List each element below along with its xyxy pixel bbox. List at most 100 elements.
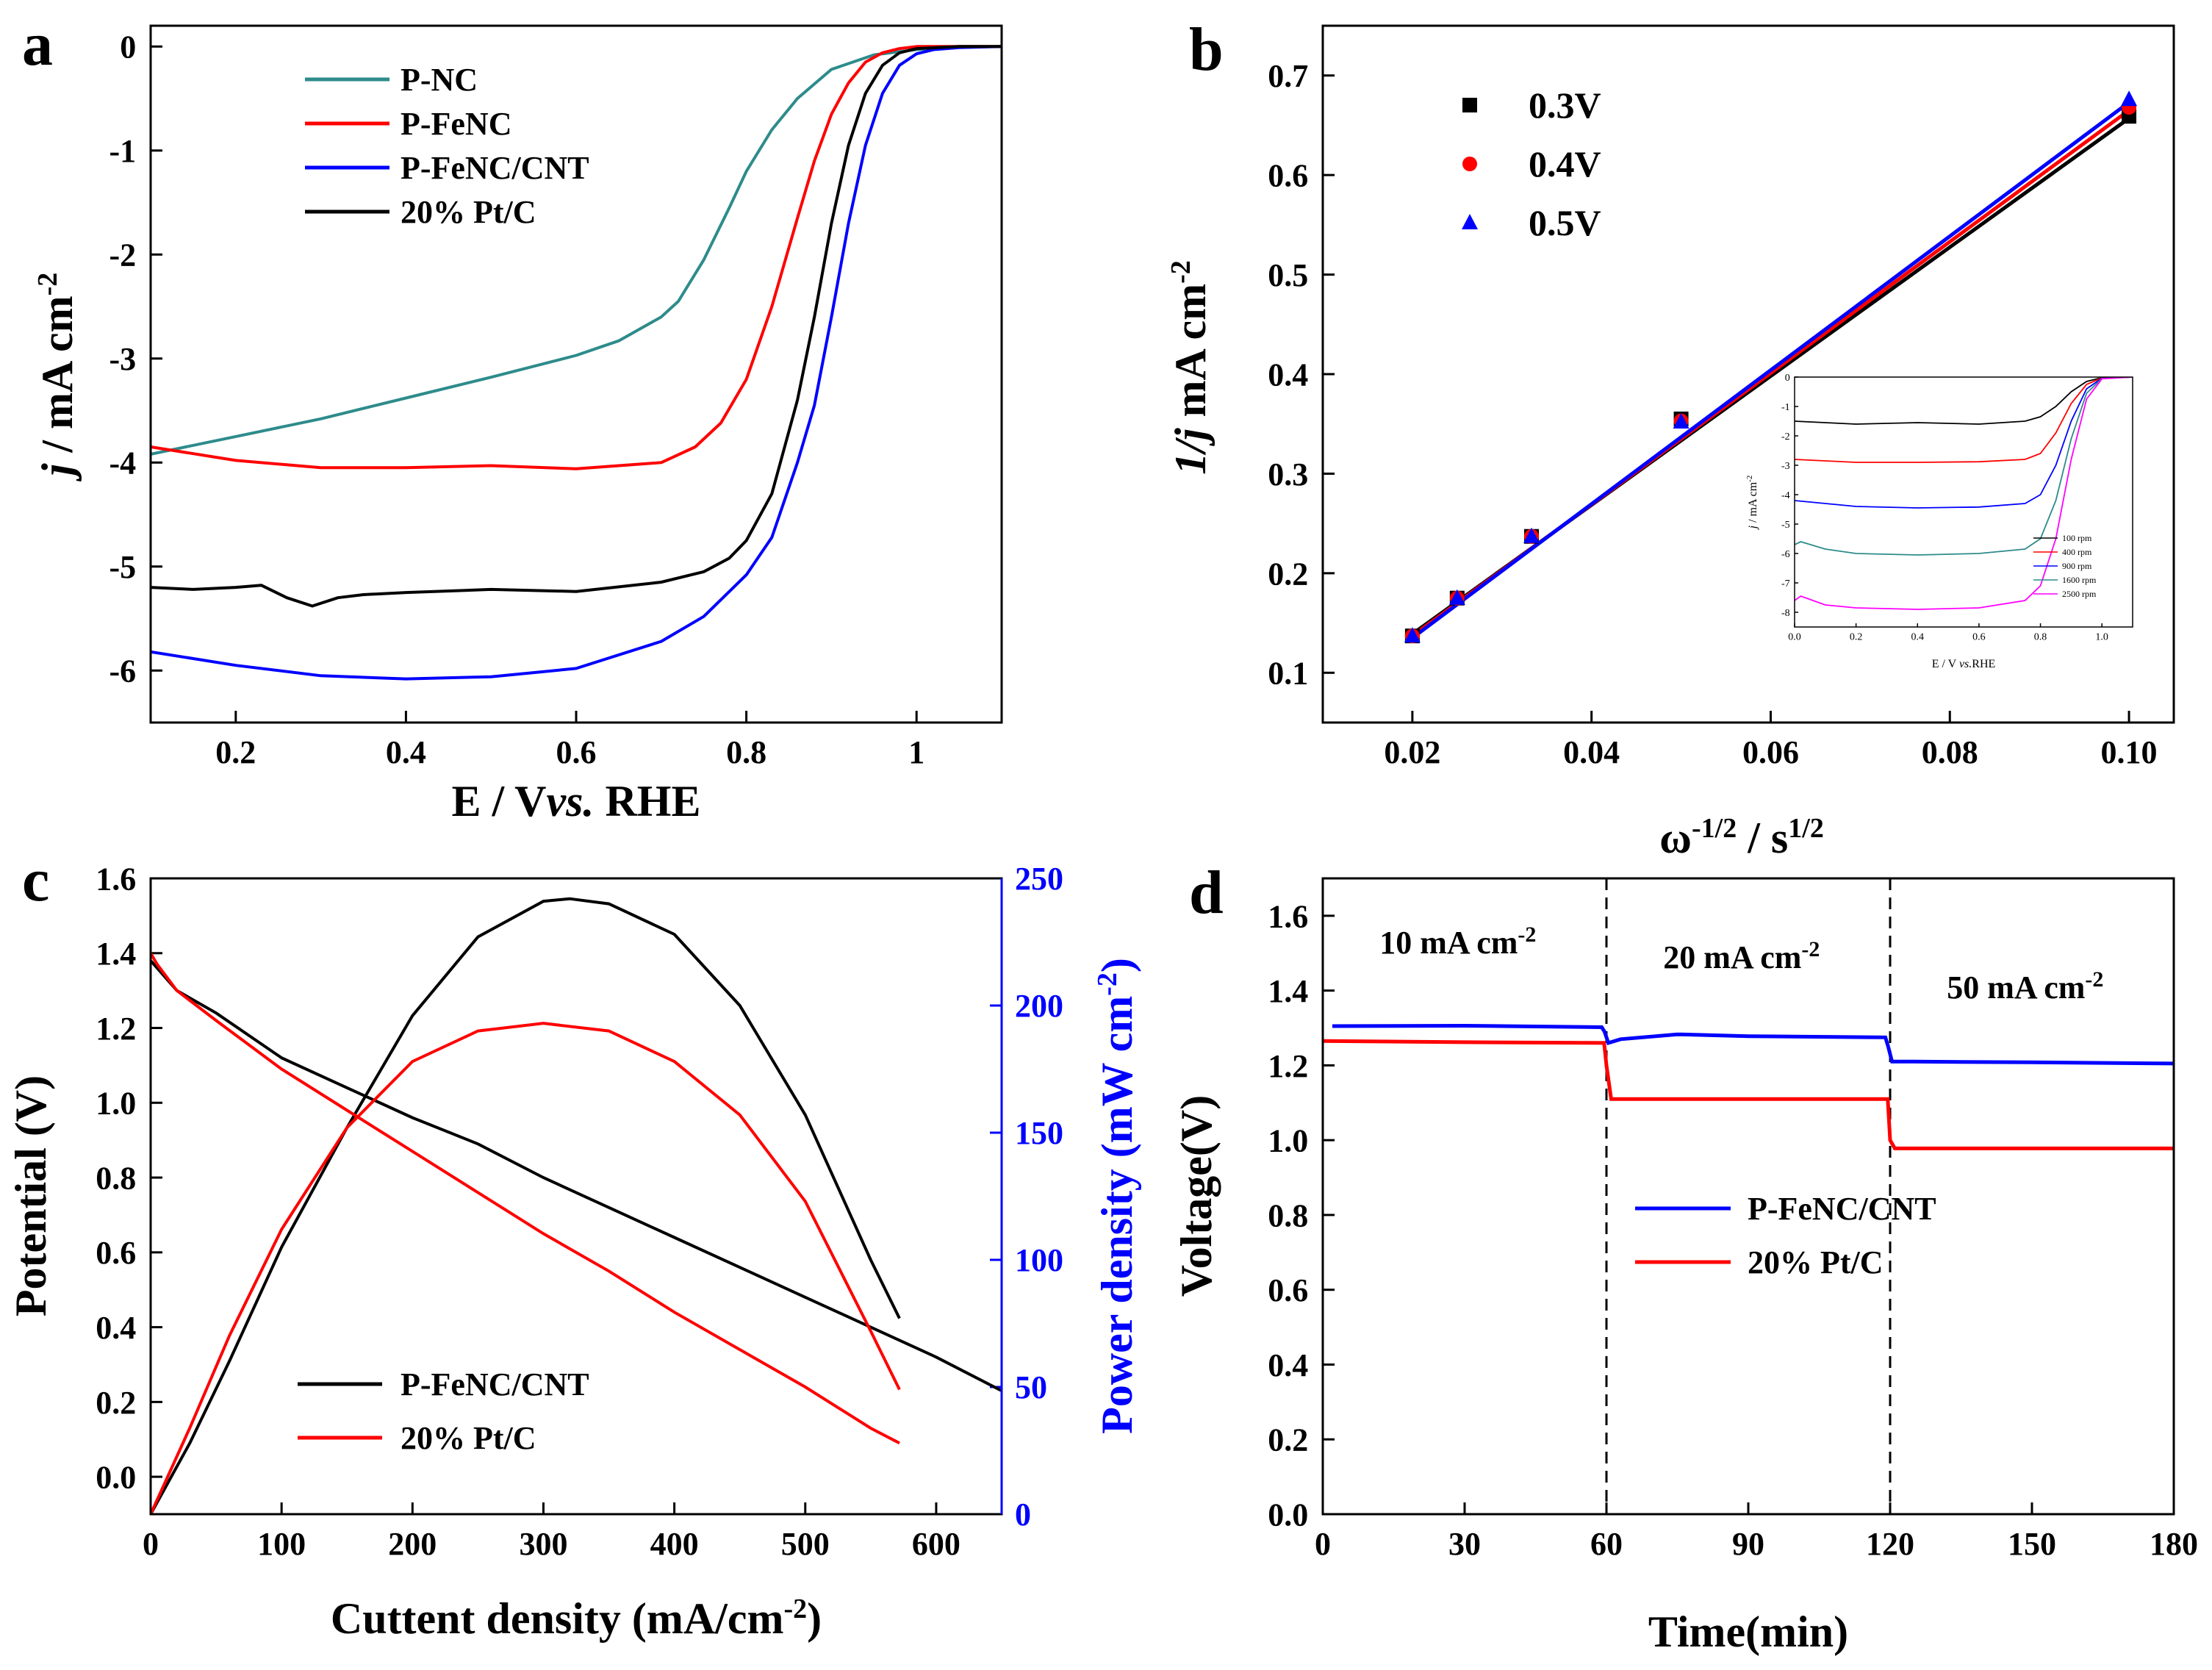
data-point (1462, 157, 1477, 171)
y-tick-label: 0.2 (96, 1385, 136, 1421)
legend-label: 20% Pt/C (401, 1420, 536, 1456)
inset-xlabel-ital: vs. (1959, 658, 1972, 670)
panel-letter-b: b (1189, 15, 1224, 84)
y-tick-label: 0.4 (1268, 356, 1308, 393)
series-line-p-fenc-cnt (151, 959, 1002, 1392)
series-line-p-fenc-cnt-power (151, 897, 901, 1514)
y-tick-label: -4 (1781, 490, 1790, 501)
x-tick-label: 0.2 (1850, 632, 1863, 643)
y-tick-label: 1.4 (96, 936, 136, 972)
legend-label: 0.3V (1529, 85, 1601, 126)
plot-frame-c (149, 877, 1003, 1516)
data-point (1462, 214, 1478, 229)
series-line-p-nc (151, 45, 1002, 456)
y-tick-label: -2 (109, 237, 137, 273)
x-tick-label: 1 (908, 734, 924, 770)
inset-legend-label: 1600 rpm (2062, 575, 2097, 585)
panel-d: d 0 30 60 90 120 150 180 0.0 0.2 0.4 0.6 0.8 1.0 1.2 1… (1172, 859, 2198, 1656)
y-tick-label: -5 (109, 549, 137, 585)
y-tick-label: -5 (1781, 520, 1790, 531)
y-tick-label: 1.0 (1268, 1123, 1308, 1159)
ylabel-b-sup: -2 (1166, 260, 1196, 284)
y-tick-label: -4 (109, 445, 137, 481)
data-point (1462, 98, 1477, 112)
inset-y-title: j / mA cm-2 (1745, 476, 1759, 531)
plot-frame-b (1321, 24, 2175, 724)
y-tick-label: 1.6 (1268, 898, 1308, 934)
x-tick-label: 0.08 (1922, 734, 1978, 770)
ylabel-right-c-close: ) (1093, 958, 1141, 972)
fit-line (1411, 101, 2130, 639)
inset-legend-label: 2500 rpm (2062, 589, 2097, 599)
x-axis-title-d: Time(min) (1648, 1608, 1848, 1656)
ylabel-right-c-main: Power density (mW cm (1093, 996, 1141, 1434)
x-tick-label: 90 (1732, 1526, 1764, 1562)
panel-c: c 0 100 200 300 400 500 6000.00.20.40.60.81.01… (7, 846, 1141, 1643)
inset-legend-label: 400 rpm (2062, 547, 2092, 557)
y-axis-title-d: Voltage(V) (1172, 1095, 1221, 1297)
y-tick-label: -1 (109, 133, 137, 169)
y-tick-label: 0.7 (1268, 58, 1308, 94)
x-tick-label: 0.8 (726, 734, 766, 770)
y-tick-label: 0.6 (96, 1235, 136, 1271)
y-tick-label: 0.8 (96, 1160, 136, 1196)
ylabel-right-c-sup: -2 (1092, 972, 1123, 996)
x-tick-label: 500 (781, 1526, 830, 1562)
x-tick-label: 0.06 (1742, 734, 1799, 770)
y-tick-label: -8 (1781, 608, 1790, 619)
y-tick-label: -6 (1781, 549, 1790, 560)
data-point (1404, 627, 1421, 643)
legend-label: 0.4V (1529, 143, 1601, 184)
inset-series-line (1795, 377, 2133, 556)
xlabel-b-main: ω (1659, 814, 1692, 862)
inset-series-line (1795, 377, 2133, 463)
legend-label: 20% Pt/C (401, 194, 536, 230)
y-right-tick-label: 100 (1015, 1242, 1063, 1278)
x-tick-label: 0.2 (215, 734, 256, 770)
xlabel-b-mid: / s (1737, 814, 1788, 862)
legend-label: P-FeNC (401, 106, 512, 142)
inset-legend-label: 100 rpm (2062, 533, 2092, 543)
legend-label: P-FeNC/CNT (1748, 1191, 1936, 1227)
legend-b: 0.3V 0.4V 0.5V (1462, 85, 1601, 243)
series-line-p-fenc (151, 45, 1002, 470)
inset-x-title: E / V vs.RHE (1932, 658, 1996, 670)
y-tick-label: 1.2 (1268, 1048, 1308, 1084)
x-tick-label: 0.4 (1911, 632, 1925, 643)
ylabel-b-ital: 1/j (1166, 428, 1215, 475)
current-density-label: 10 mA cm-2 (1379, 922, 1536, 961)
y-tick-label: 1.6 (96, 861, 136, 897)
x-tick-label: 0.02 (1384, 734, 1440, 770)
inset-chart: 0.0 0.2 0.4 0.6 0.8 1.0 0 -1 -2 -3 -4 -5 -6 -7 -8 100 … (1745, 373, 2133, 670)
panel-letter-a: a (22, 10, 53, 79)
y-tick-label: 0 (120, 29, 136, 65)
inset-ylabel-sup: -2 (1745, 476, 1754, 482)
x-tick-label: 400 (650, 1526, 699, 1562)
legend-a: P-NC P-FeNC P-FeNC/CNT 20% Pt/C (305, 62, 589, 230)
x-tick-label: 0.04 (1563, 734, 1620, 770)
plot-frame-d (1321, 877, 2175, 1516)
x-tick-label: 60 (1590, 1526, 1623, 1562)
y-tick-label: -6 (109, 653, 137, 689)
legend-label: 20% Pt/C (1748, 1244, 1884, 1280)
x-tick-label: 0.0 (1788, 632, 1801, 643)
y-right-tick-label: 150 (1015, 1115, 1063, 1151)
y-tick-label: 0.4 (1268, 1347, 1308, 1383)
y-tick-label: 0.2 (1268, 556, 1308, 592)
y-tick-label: -1 (1781, 402, 1790, 413)
legend-c: P-FeNC/CNT 20% Pt/C (298, 1366, 589, 1456)
data-point (1673, 413, 1689, 429)
y-tick-label: -3 (109, 341, 137, 377)
x-tick-label: 0 (1315, 1526, 1331, 1562)
x-tick-label: 1.0 (2095, 632, 2108, 643)
ylabel-b-main: mA cm (1166, 284, 1215, 429)
current-density-label: 20 mA cm-2 (1663, 937, 1820, 976)
y-tick-label: 0.0 (1268, 1497, 1308, 1533)
legend-label: P-FeNC/CNT (401, 150, 589, 186)
legend-label: P-NC (401, 62, 478, 98)
ylabel-a-sup: -2 (32, 273, 63, 296)
xlabel-a-post: RHE (594, 777, 700, 825)
x-tick-label: 200 (388, 1526, 437, 1562)
x-axis-title-a: E / Vvs. RHE (452, 777, 701, 825)
